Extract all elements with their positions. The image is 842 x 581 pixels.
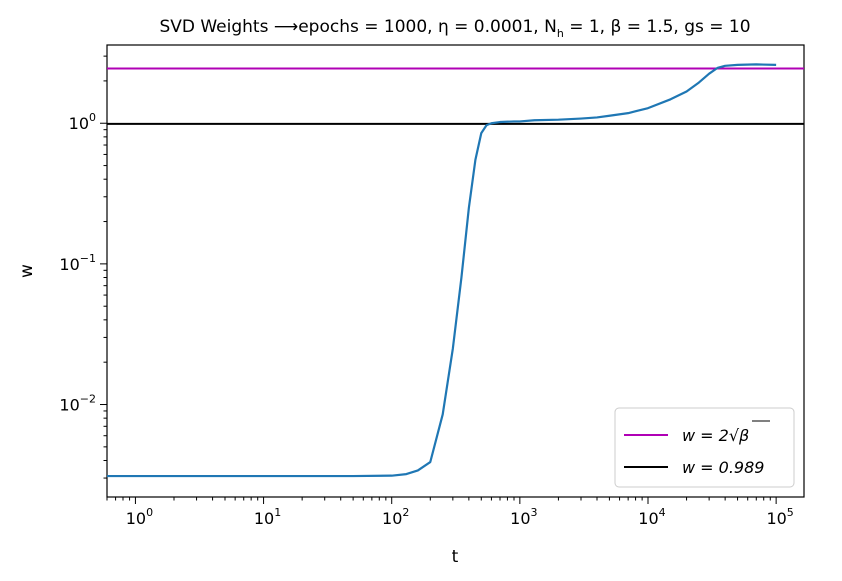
x-tick-label: 101 bbox=[254, 506, 281, 528]
x-tick-label: 104 bbox=[638, 506, 665, 528]
x-tick-label: 102 bbox=[382, 506, 409, 528]
x-tick-label: 103 bbox=[510, 506, 537, 528]
legend-label-2-sqrt-beta: w = 2√β bbox=[682, 426, 749, 445]
plot-frame bbox=[106, 44, 805, 498]
series-w-line bbox=[107, 63, 777, 478]
axis-tick-labels: 100 101 102 103 104 105 10−2 10−1 100 bbox=[59, 111, 793, 528]
x-axis-label: t bbox=[452, 547, 459, 567]
chart-title: SVD Weights ⟶epochs = 1000, η = 0.0001, … bbox=[159, 17, 750, 40]
legend: w = 2√β w = 0.989 bbox=[614, 407, 795, 488]
x-tick-label: 100 bbox=[126, 506, 153, 528]
axis-ticks bbox=[100, 55, 777, 504]
y-tick-label: 10−2 bbox=[59, 393, 96, 415]
y-tick-label: 100 bbox=[69, 111, 96, 133]
x-tick-label: 105 bbox=[766, 506, 793, 528]
y-axis-label: w bbox=[17, 264, 37, 278]
legend-label-0989: w = 0.989 bbox=[682, 458, 764, 477]
y-tick-label: 10−1 bbox=[59, 252, 96, 274]
